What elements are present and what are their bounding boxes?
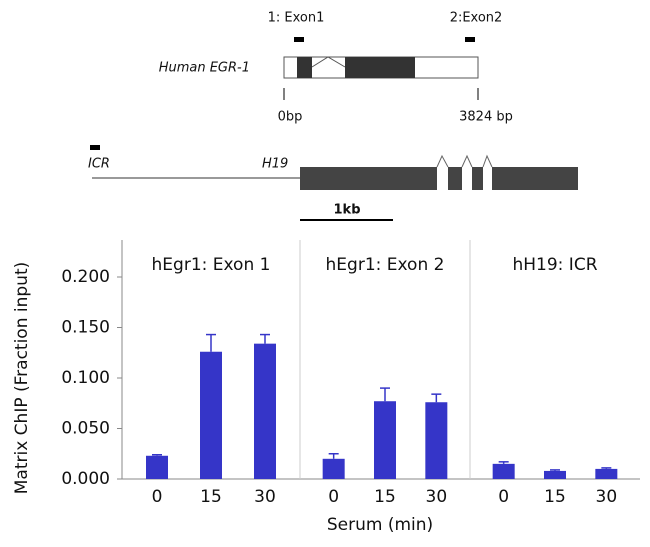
- exon: [300, 167, 437, 190]
- y-tick-label: 0.200: [61, 267, 110, 287]
- y-tick-label: 0.100: [61, 368, 110, 388]
- coord-label: 3824 bp: [459, 110, 513, 125]
- x-tick-label: 15: [544, 487, 566, 507]
- probe-marker: [294, 37, 304, 42]
- x-tick-label: 15: [200, 487, 222, 507]
- bar: [322, 458, 345, 479]
- exon2-label: 2:Exon2: [450, 11, 503, 26]
- panel-title: hEgr1: Exon 1: [152, 255, 271, 275]
- bar: [200, 351, 222, 479]
- bar: [254, 343, 276, 479]
- exon: [472, 167, 483, 190]
- bar: [374, 401, 396, 479]
- intron: [482, 154, 493, 168]
- bar: [595, 468, 618, 479]
- probe-marker: [90, 145, 100, 150]
- panel-title: hH19: ICR: [512, 255, 597, 275]
- gene-name: Human EGR-1: [159, 61, 250, 76]
- bar: [492, 463, 515, 479]
- icr-label: ICR: [88, 157, 110, 172]
- y-axis-label: Matrix ChIP (Fraction input): [12, 262, 32, 495]
- bar: [425, 402, 448, 479]
- x-tick-label: 30: [254, 487, 276, 507]
- panel-title: hEgr1: Exon 2: [326, 255, 445, 275]
- x-tick-label: 0: [498, 487, 509, 507]
- exon: [345, 57, 415, 78]
- y-tick-label: 0.050: [61, 419, 110, 439]
- exon: [297, 57, 312, 78]
- gene-name: H19: [262, 157, 288, 172]
- intron: [461, 154, 473, 168]
- y-tick-label: 0.000: [61, 469, 110, 489]
- exon: [448, 167, 462, 190]
- x-tick-label: 0: [328, 487, 339, 507]
- x-axis-label: Serum (min): [327, 515, 433, 535]
- scale-label: 1kb: [334, 203, 361, 218]
- bar: [544, 470, 566, 479]
- probe-marker: [465, 37, 475, 42]
- x-tick-label: 30: [596, 487, 618, 507]
- x-tick-label: 15: [374, 487, 396, 507]
- bar: [146, 455, 168, 479]
- exon1-label: 1: Exon1: [268, 11, 325, 26]
- intron: [311, 56, 346, 68]
- coord-label: 0bp: [278, 110, 303, 125]
- exon: [492, 167, 578, 190]
- x-tick-label: 0: [152, 487, 163, 507]
- intron: [436, 154, 449, 168]
- y-tick-label: 0.150: [61, 318, 110, 338]
- x-tick-label: 30: [426, 487, 448, 507]
